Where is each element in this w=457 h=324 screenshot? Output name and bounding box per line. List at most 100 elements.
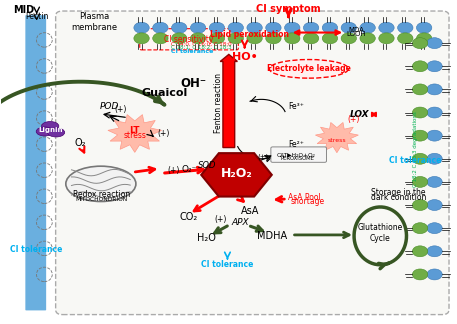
Circle shape	[171, 22, 187, 33]
Circle shape	[412, 269, 428, 280]
Polygon shape	[108, 115, 162, 152]
Text: shortage: shortage	[291, 197, 325, 206]
Circle shape	[412, 107, 428, 118]
Circle shape	[134, 33, 149, 44]
Text: LOX: LOX	[350, 110, 369, 119]
Circle shape	[247, 33, 262, 44]
Text: Fe²⁺: Fe²⁺	[288, 140, 304, 149]
Circle shape	[412, 38, 428, 49]
Circle shape	[412, 246, 428, 257]
Text: MITOCHONDRION: MITOCHONDRION	[76, 197, 128, 202]
Circle shape	[228, 33, 244, 44]
FancyArrow shape	[220, 54, 237, 147]
Text: O₂: O₂	[75, 138, 86, 148]
Circle shape	[427, 107, 442, 118]
Circle shape	[427, 130, 442, 141]
Text: stress: stress	[123, 131, 146, 140]
Circle shape	[416, 22, 432, 33]
Circle shape	[322, 33, 338, 44]
Polygon shape	[315, 122, 358, 153]
Text: C 18:1, C 18:2, C 18:3: C 18:1, C 18:2, C 18:3	[171, 45, 232, 50]
Text: CO₂: CO₂	[180, 212, 198, 222]
Text: C 18:2 C 18:3 degradations: C 18:2 C 18:3 degradations	[413, 111, 418, 187]
Text: HO•: HO•	[232, 52, 257, 62]
Text: H₂O: H₂O	[197, 233, 216, 243]
Text: Lignin: Lignin	[38, 127, 63, 133]
Text: POD: POD	[100, 102, 119, 111]
Circle shape	[303, 22, 319, 33]
Text: Fe³⁺: Fe³⁺	[288, 102, 304, 111]
Circle shape	[191, 33, 206, 44]
Text: (+): (+)	[348, 115, 360, 124]
Circle shape	[427, 177, 442, 187]
Circle shape	[360, 22, 375, 33]
Text: CI tolerance: CI tolerance	[201, 260, 254, 269]
Circle shape	[266, 33, 281, 44]
Text: MDA: MDA	[348, 27, 364, 33]
Circle shape	[379, 22, 394, 33]
Text: Glutathione
Cycle: Glutathione Cycle	[358, 223, 403, 243]
Circle shape	[412, 153, 428, 164]
Circle shape	[360, 33, 375, 44]
Text: MDHA: MDHA	[257, 231, 287, 241]
Text: Storage in the: Storage in the	[371, 188, 426, 197]
Text: Pectin: Pectin	[25, 12, 48, 21]
FancyBboxPatch shape	[271, 147, 326, 162]
Circle shape	[427, 38, 442, 49]
Text: CI sensitivity: CI sensitivity	[165, 35, 214, 44]
Circle shape	[266, 22, 281, 33]
Text: PEROXISOME: PEROXISOME	[280, 156, 314, 161]
Circle shape	[412, 223, 428, 234]
Text: Electrolyte leakage: Electrolyte leakage	[267, 64, 351, 73]
Circle shape	[341, 33, 356, 44]
Text: CI symptom: CI symptom	[256, 5, 321, 15]
Text: dark condition: dark condition	[371, 193, 427, 202]
Circle shape	[398, 22, 413, 33]
Circle shape	[427, 153, 442, 164]
Circle shape	[427, 223, 442, 234]
Text: (+): (+)	[157, 129, 169, 138]
Text: Guaicol: Guaicol	[141, 88, 187, 98]
Circle shape	[416, 33, 432, 44]
FancyBboxPatch shape	[140, 29, 238, 50]
Text: H₂O₂: H₂O₂	[221, 167, 252, 180]
Circle shape	[412, 177, 428, 187]
Text: APX: APX	[232, 218, 250, 226]
Text: stress: stress	[328, 138, 346, 143]
Ellipse shape	[36, 127, 53, 136]
Circle shape	[379, 33, 394, 44]
Circle shape	[427, 200, 442, 211]
Text: MID: MID	[13, 6, 34, 15]
FancyBboxPatch shape	[25, 15, 46, 310]
Text: CI tolerance: CI tolerance	[389, 156, 442, 165]
Circle shape	[247, 22, 262, 33]
Ellipse shape	[42, 122, 59, 131]
Ellipse shape	[48, 128, 65, 137]
Circle shape	[427, 84, 442, 95]
Text: LT: LT	[129, 126, 140, 135]
Ellipse shape	[66, 166, 136, 202]
Text: AsA Pool: AsA Pool	[288, 193, 321, 202]
FancyBboxPatch shape	[56, 11, 449, 315]
Text: Lipid peroxidation: Lipid peroxidation	[210, 30, 289, 39]
Circle shape	[322, 22, 338, 33]
Text: (+): (+)	[214, 215, 227, 224]
Text: (+): (+)	[114, 106, 127, 114]
Circle shape	[412, 200, 428, 211]
Circle shape	[191, 22, 206, 33]
Circle shape	[412, 130, 428, 141]
Text: CI tolerance: CI tolerance	[171, 49, 213, 54]
Circle shape	[341, 22, 356, 33]
Circle shape	[412, 84, 428, 95]
Circle shape	[209, 22, 224, 33]
Text: (+): (+)	[168, 167, 180, 176]
Circle shape	[285, 33, 300, 44]
Circle shape	[285, 22, 300, 33]
Text: AsA: AsA	[241, 206, 259, 216]
Circle shape	[427, 246, 442, 257]
Circle shape	[153, 33, 168, 44]
Circle shape	[228, 22, 244, 33]
Circle shape	[171, 33, 187, 44]
Text: SOD: SOD	[198, 161, 217, 170]
Text: Plasma
membrane: Plasma membrane	[71, 12, 117, 32]
